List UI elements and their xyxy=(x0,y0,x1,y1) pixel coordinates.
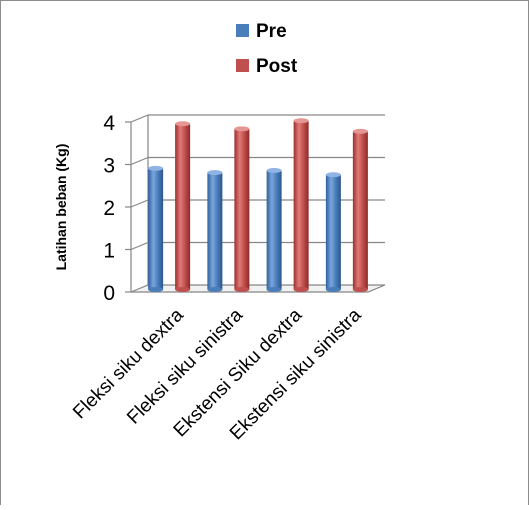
legend-label-post: Post xyxy=(256,56,298,77)
legend: Pre Post xyxy=(236,21,298,77)
gridline-side xyxy=(130,156,149,166)
bar-post-ekstensi-siku-sinistra-top xyxy=(352,128,368,134)
bar-pre-fleksi-siku-sinistra xyxy=(207,170,223,292)
legend-swatch-pre xyxy=(236,24,249,37)
bar-pre-fleksi-siku-sinistra-base xyxy=(207,287,223,292)
bar-post-ekstensi-siku-sinistra-body xyxy=(352,131,368,290)
x-tick-label-fleksi-siku-dextra: Fleksi siku dextra xyxy=(69,304,188,423)
bar-pre-fleksi-siku-dextra-top xyxy=(148,165,164,171)
bar-pre-fleksi-siku-dextra-body xyxy=(148,168,164,290)
y-tick-label: 2 xyxy=(103,197,115,220)
bar-pre-ekstensi-siku-dextra xyxy=(266,168,282,292)
gridline-side xyxy=(130,114,149,123)
y-tick-labels: 0 1 2 3 4 xyxy=(103,112,115,305)
gridline-side xyxy=(130,241,149,251)
bar-pre-ekstensi-siku-dextra-top xyxy=(266,168,282,173)
y-tick-label: 0 xyxy=(103,282,115,305)
bar-post-fleksi-siku-dextra xyxy=(175,121,191,292)
bar-post-ekstensi-siku-sinistra-base xyxy=(352,287,368,292)
bar-pre-ekstensi-siku-dextra-base xyxy=(266,287,282,292)
bar-pre-ekstensi-siku-sinistra-top xyxy=(325,172,341,178)
bar-post-ekstensi-siku-sinistra xyxy=(352,128,368,292)
bar-post-ekstensi-siku-dextra-top xyxy=(293,118,309,124)
bar-post-fleksi-siku-dextra-body xyxy=(175,123,191,290)
bars xyxy=(148,118,368,292)
gridline-side xyxy=(130,199,149,208)
bar-post-ekstensi-siku-dextra-body xyxy=(293,120,309,290)
bar-pre-ekstensi-siku-sinistra-base xyxy=(325,287,341,292)
bar-post-ekstensi-siku-dextra xyxy=(293,118,309,292)
legend-label-pre: Pre xyxy=(256,21,287,42)
chart-floor xyxy=(130,284,386,293)
bar-pre-fleksi-siku-sinistra-body xyxy=(207,172,223,290)
bar-pre-fleksi-siku-sinistra-top xyxy=(207,170,223,176)
bar-post-fleksi-siku-sinistra-base xyxy=(234,287,250,292)
bar-pre-ekstensi-siku-sinistra-body xyxy=(325,174,341,290)
y-tick-label: 4 xyxy=(103,112,115,135)
bar-pre-ekstensi-siku-sinistra xyxy=(325,172,341,292)
axes xyxy=(125,115,149,293)
bar-post-fleksi-siku-dextra-top xyxy=(175,121,191,127)
y-axis-title: Latihan beban (Kg) xyxy=(53,144,69,271)
bar-pre-fleksi-siku-dextra xyxy=(148,165,164,292)
grid xyxy=(130,114,386,293)
bar-pre-ekstensi-siku-dextra-body xyxy=(266,170,282,290)
y-tick-label: 1 xyxy=(103,240,115,263)
bar-post-fleksi-siku-sinistra-top xyxy=(234,126,250,132)
y-tick-label: 3 xyxy=(103,155,115,178)
bar-post-fleksi-siku-sinistra xyxy=(234,126,250,292)
bar-post-fleksi-siku-dextra-base xyxy=(175,287,191,292)
bar-post-fleksi-siku-sinistra-body xyxy=(234,128,250,290)
bar-pre-fleksi-siku-dextra-base xyxy=(148,287,164,292)
legend-swatch-post xyxy=(236,59,249,72)
bar-post-ekstensi-siku-dextra-base xyxy=(293,287,309,292)
